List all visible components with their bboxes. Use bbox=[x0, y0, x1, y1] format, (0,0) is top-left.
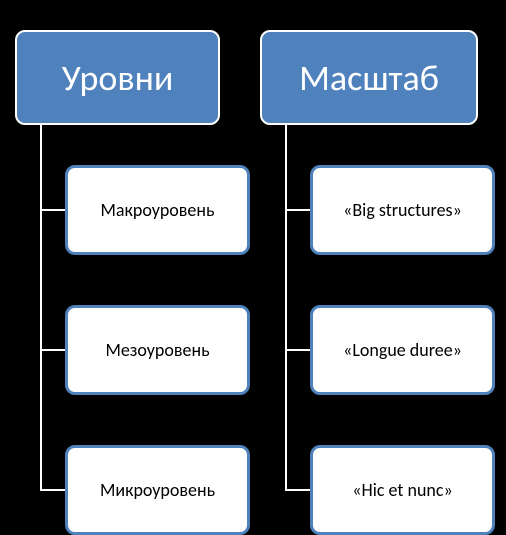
header-levels: Уровни bbox=[15, 30, 220, 125]
child-longueduree: «Longue duree» bbox=[310, 305, 495, 395]
connector-trunk-levels bbox=[40, 125, 42, 490]
child-meso: Мезоуровень bbox=[65, 305, 250, 395]
connector-branch-scale-2 bbox=[285, 489, 310, 491]
child-macro: Макроуровень bbox=[65, 165, 250, 255]
connector-branch-levels-2 bbox=[40, 489, 65, 491]
child-bigstructures: «Big structures» bbox=[310, 165, 495, 255]
connector-branch-levels-1 bbox=[40, 349, 65, 351]
connector-branch-scale-0 bbox=[285, 209, 310, 211]
child-micro: Микроуровень bbox=[65, 445, 250, 535]
header-scale: Масштаб bbox=[260, 30, 478, 125]
child-hicetnunc: «Hic et nunc» bbox=[310, 445, 495, 535]
connector-trunk-scale bbox=[285, 125, 287, 490]
connector-branch-scale-1 bbox=[285, 349, 310, 351]
connector-branch-levels-0 bbox=[40, 209, 65, 211]
